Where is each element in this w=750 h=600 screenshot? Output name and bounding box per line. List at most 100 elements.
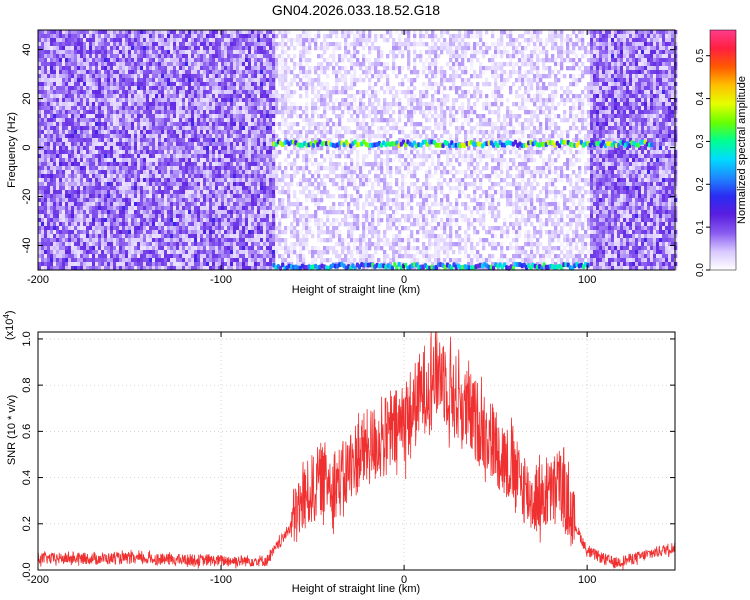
heatmap-cell: [287, 94, 291, 99]
heatmap-cell: [245, 238, 249, 243]
heatmap-cell: [47, 118, 51, 123]
heatmap-cell: [98, 218, 102, 223]
heatmap-cell: [110, 130, 114, 135]
heatmap-cell: [143, 186, 147, 191]
heatmap-cell: [200, 42, 204, 47]
heatmap-cell: [278, 242, 282, 247]
heatmap-cell: [203, 238, 207, 243]
heatmap-cell: [119, 186, 123, 191]
heatmap-cell: [140, 106, 144, 111]
heatmap-cell: [179, 102, 183, 107]
heatmap-cell: [194, 38, 198, 43]
heatmap-cell: [212, 178, 216, 183]
heatmap-cell: [188, 166, 192, 171]
heatmap-cell: [47, 86, 51, 91]
heatmap-cell: [290, 126, 294, 131]
heatmap-cell: [119, 86, 123, 91]
heatmap-cell: [149, 242, 153, 247]
heatmap-cell: [59, 262, 63, 267]
heatmap-cell: [128, 170, 132, 175]
heatmap-cell: [212, 250, 216, 255]
heatmap-cell: [221, 262, 225, 267]
heatmap-cell: [215, 174, 219, 179]
heatmap-cell: [239, 158, 243, 163]
heatmap-cell: [161, 150, 165, 155]
heatmap-cell: [263, 94, 267, 99]
heatmap-cell: [245, 230, 249, 235]
heatmap-cell: [83, 126, 87, 131]
heatmap-cell: [176, 94, 180, 99]
heatmap-cell: [251, 38, 255, 43]
heatmap-cell: [290, 178, 294, 183]
heatmap-cell: [254, 210, 258, 215]
heatmap-cell: [131, 162, 135, 167]
heatmap-cell: [104, 98, 108, 103]
heatmap-cell: [155, 158, 159, 163]
heatmap-cell: [239, 58, 243, 63]
heatmap-cell: [122, 38, 126, 43]
heatmap-cell: [38, 230, 42, 235]
heatmap-cell: [116, 238, 120, 243]
heatmap-cell: [56, 42, 60, 47]
heatmap-cell: [272, 46, 276, 51]
heatmap-cell: [248, 74, 252, 79]
heatmap-cell: [245, 82, 249, 87]
heatmap-cell: [155, 54, 159, 59]
heatmap-cell: [212, 46, 216, 51]
heatmap-cell: [107, 86, 111, 91]
heatmap-cell: [71, 226, 75, 231]
heatmap-cell: [221, 190, 225, 195]
heatmap-cell: [197, 238, 201, 243]
heatmap-cell: [197, 94, 201, 99]
heatmap-cell: [68, 158, 72, 163]
heatmap-cell: [107, 210, 111, 215]
heatmap-cell: [230, 110, 234, 115]
heatmap-cell: [173, 66, 177, 71]
heatmap-cell: [167, 154, 171, 159]
heatmap-cell: [116, 246, 120, 251]
heatmap-cell: [164, 70, 168, 75]
heatmap-cell: [212, 110, 216, 115]
heatmap-cell: [125, 90, 129, 95]
heatmap-cell: [245, 38, 249, 43]
heatmap-cell: [185, 114, 189, 119]
heatmap-cell: [143, 134, 147, 139]
heatmap-cell: [119, 146, 123, 151]
heatmap-cell: [221, 266, 225, 271]
heatmap-cell: [107, 254, 111, 259]
heatmap-cell: [71, 218, 75, 223]
heatmap-cell: [92, 90, 96, 95]
heatmap-cell: [140, 170, 144, 175]
heatmap-cell: [263, 82, 267, 87]
heatmap-cell: [158, 78, 162, 83]
heatmap-cell: [212, 42, 216, 47]
heatmap-cell: [173, 150, 177, 155]
heatmap-cell: [281, 190, 285, 195]
heatmap-cell: [50, 246, 54, 251]
heatmap-cell: [263, 254, 267, 259]
heatmap-cell: [287, 210, 291, 215]
heatmap-cell: [77, 30, 81, 35]
heatmap-cell: [191, 126, 195, 131]
heatmap-cell: [215, 218, 219, 223]
heatmap-cell: [218, 34, 222, 39]
heatmap-cell: [137, 102, 141, 107]
heatmap-cell: [182, 138, 186, 143]
heatmap-cell: [188, 122, 192, 127]
heatmap-cell: [38, 54, 42, 59]
heatmap-cell: [269, 198, 273, 203]
heatmap-cell: [206, 242, 210, 247]
heatmap-cell: [281, 106, 285, 111]
heatmap-cell: [128, 70, 132, 75]
heatmap-cell: [206, 42, 210, 47]
heatmap-cell: [224, 70, 228, 75]
heatmap-cell: [206, 130, 210, 135]
heatmap-cell: [47, 250, 51, 255]
heatmap-cell: [218, 238, 222, 243]
heatmap-cell: [191, 210, 195, 215]
heatmap-cell: [170, 214, 174, 219]
heatmap-cell: [116, 90, 120, 95]
heatmap-cell: [134, 190, 138, 195]
heatmap-cell: [263, 114, 267, 119]
heatmap-cell: [95, 206, 99, 211]
